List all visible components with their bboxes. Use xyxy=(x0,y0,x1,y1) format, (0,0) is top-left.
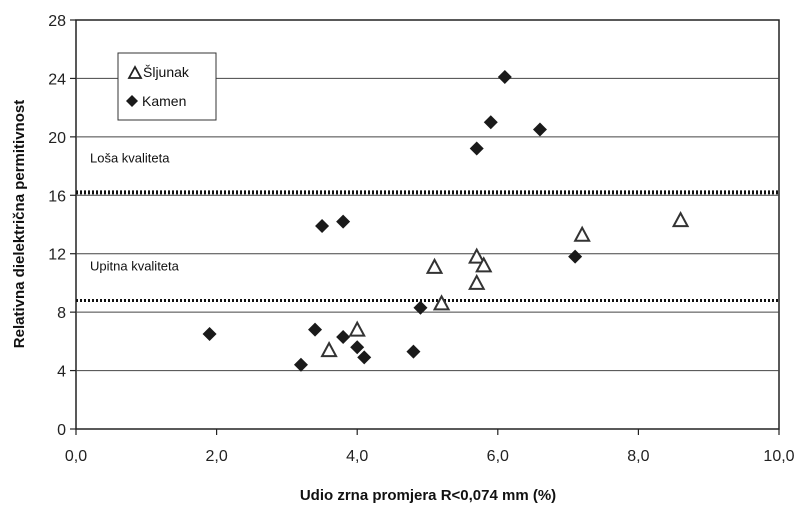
point-kamen xyxy=(357,350,372,365)
y-tick-label: 12 xyxy=(48,247,66,264)
point-sljunak xyxy=(573,225,591,242)
y-axis-title: Relativna dielektrična permitivnost xyxy=(11,100,28,348)
x-axis-title: Udio zrna promjera R<0,074 mm (%) xyxy=(300,487,556,504)
point-kamen xyxy=(315,218,330,233)
y-tick-label: 16 xyxy=(48,188,66,205)
point-kamen xyxy=(350,340,365,355)
point-kamen xyxy=(469,141,484,156)
legend-diamond-icon xyxy=(126,95,138,107)
x-tick-label: 2,0 xyxy=(205,448,227,465)
point-kamen xyxy=(497,69,512,84)
point-sljunak xyxy=(320,341,338,358)
point-sljunak xyxy=(468,273,486,290)
point-kamen xyxy=(483,115,498,130)
legend-triangle-icon xyxy=(127,65,143,79)
y-tick-label: 28 xyxy=(48,13,66,30)
point-sljunak xyxy=(348,320,366,337)
point-sljunak xyxy=(671,211,690,228)
point-kamen xyxy=(336,214,351,229)
x-tick-label: 10,0 xyxy=(763,448,794,465)
point-sljunak xyxy=(425,257,444,274)
axis-ticks: 0 4 8 12 16 20 24 28 0,0 2,0 4,0 6,0 8,0 10,0 xyxy=(48,13,794,465)
point-kamen xyxy=(406,344,421,359)
point-kamen xyxy=(336,329,351,344)
point-sljunak xyxy=(468,247,486,264)
point-kamen xyxy=(532,122,547,137)
point-kamen xyxy=(293,357,308,372)
point-sljunak xyxy=(432,294,451,311)
y-tick-label: 8 xyxy=(57,305,66,322)
reference-lines: Loša kvaliteta Upitna kvaliteta xyxy=(76,150,779,302)
point-sljunak xyxy=(475,256,493,273)
x-tick-label: 8,0 xyxy=(627,448,649,465)
y-tick-label: 4 xyxy=(57,364,66,381)
legend-label-sljunak: Šljunak xyxy=(143,64,190,80)
gridlines xyxy=(76,77,779,372)
point-kamen xyxy=(413,300,428,315)
legend-label-kamen: Kamen xyxy=(142,93,186,109)
x-tick-label: 6,0 xyxy=(487,448,509,465)
data-points xyxy=(202,69,690,372)
point-kamen xyxy=(308,322,323,337)
point-kamen xyxy=(568,249,583,264)
x-tick-label: 0,0 xyxy=(65,448,87,465)
y-tick-label: 20 xyxy=(48,130,66,147)
reference-line-label: Upitna kvaliteta xyxy=(90,258,180,273)
legend: Šljunak Kamen xyxy=(117,52,217,121)
legend-box xyxy=(117,52,217,121)
point-kamen xyxy=(202,327,217,342)
reference-line-label: Loša kvaliteta xyxy=(90,150,170,165)
y-tick-label: 24 xyxy=(48,71,66,88)
x-tick-label: 4,0 xyxy=(346,448,368,465)
y-tick-label: 0 xyxy=(57,422,66,439)
